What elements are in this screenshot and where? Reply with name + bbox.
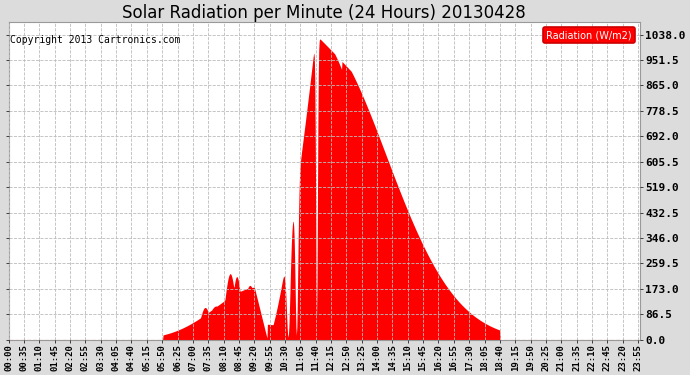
Legend: Radiation (W/m2): Radiation (W/m2) bbox=[544, 27, 635, 43]
Text: Copyright 2013 Cartronics.com: Copyright 2013 Cartronics.com bbox=[10, 35, 180, 45]
Title: Solar Radiation per Minute (24 Hours) 20130428: Solar Radiation per Minute (24 Hours) 20… bbox=[122, 4, 526, 22]
